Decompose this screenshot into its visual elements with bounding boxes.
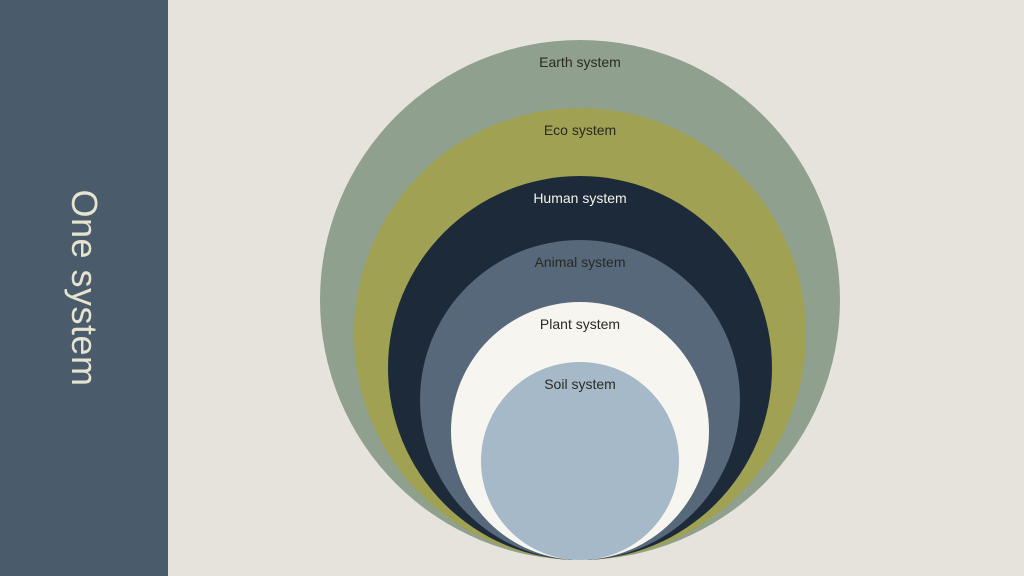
sidebar: One system — [0, 0, 168, 576]
circle-label-5: Soil system — [544, 376, 616, 392]
circle-label-2: Human system — [533, 190, 626, 206]
sidebar-title: One system — [63, 189, 105, 386]
circle-label-1: Eco system — [544, 122, 616, 138]
circle-label-0: Earth system — [539, 54, 621, 70]
circle-label-3: Animal system — [534, 254, 625, 270]
slide-stage: One system Earth system Eco system Human s… — [0, 0, 1024, 576]
circle-label-4: Plant system — [540, 316, 620, 332]
circle-layer-5: Soil system — [481, 362, 679, 560]
